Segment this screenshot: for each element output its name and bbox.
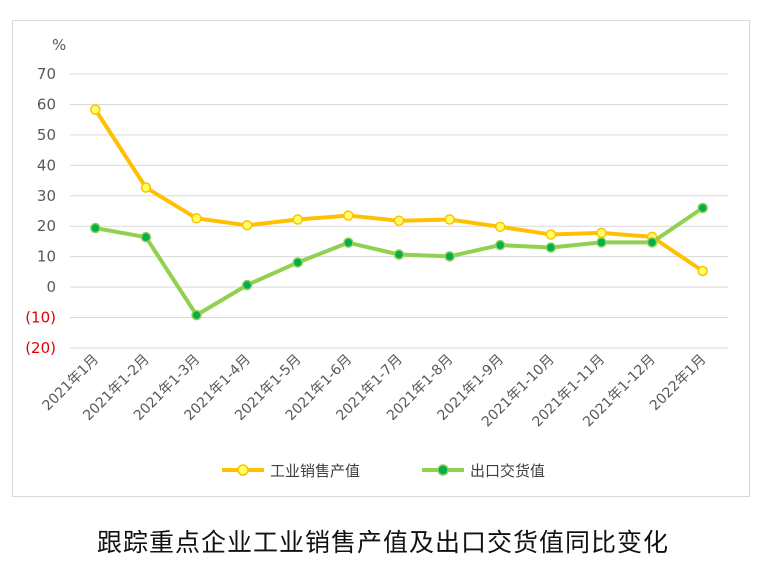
data-point [494, 221, 506, 233]
data-point [343, 237, 354, 248]
y-tick-label: 30 [37, 187, 56, 205]
y-tick-label: 50 [37, 126, 56, 144]
data-point [241, 279, 253, 291]
data-point [292, 257, 304, 268]
chart-caption: 跟踪重点企业工业销售产值及出口交货值同比变化 [96, 528, 669, 557]
data-point [393, 215, 405, 226]
data-point [292, 214, 304, 225]
data-point [444, 251, 455, 262]
data-point [343, 210, 354, 221]
series-2 [90, 202, 708, 321]
legend-label: 工业销售产值 [270, 462, 360, 480]
data-point [494, 239, 506, 251]
data-point [596, 227, 607, 239]
legend-marker [237, 464, 249, 476]
series-1 [90, 104, 708, 277]
legend-label: 出口交货值 [470, 462, 545, 480]
data-point [545, 242, 557, 253]
data-point [191, 213, 202, 224]
data-point [140, 182, 152, 193]
y-tick-label: 0 [46, 278, 56, 296]
y-tick-label: (20) [25, 339, 56, 357]
data-point [444, 214, 455, 225]
data-point [697, 265, 708, 277]
x-axis: 2021年1月2021年1-2月2021年1-3月2021年1-4月2021年1… [40, 352, 710, 431]
y-tick-label: 40 [37, 156, 56, 174]
y-tick-label: 20 [37, 217, 56, 235]
data-point [596, 237, 607, 248]
y-tick-label: 60 [37, 95, 56, 113]
y-tick-label: 10 [37, 248, 56, 266]
chart-frame [12, 20, 750, 497]
data-point [241, 220, 253, 231]
data-point [697, 202, 708, 214]
y-axis: 70 60 50 40 30 20 10 0 (10) (20) [25, 65, 56, 357]
y-tick-label: 70 [37, 65, 56, 83]
legend-item: 出口交货值 [422, 462, 545, 480]
series [90, 104, 708, 321]
data-point [393, 249, 405, 260]
legend: 工业销售产值 出口交货值 [222, 462, 545, 480]
series-line [93, 107, 705, 273]
legend-item: 工业销售产值 [222, 462, 360, 480]
data-point [90, 222, 101, 234]
legend-marker [437, 464, 449, 476]
data-point [140, 231, 152, 243]
data-point [191, 309, 202, 321]
data-point [545, 229, 557, 240]
data-point [90, 104, 101, 115]
y-tick-label: (10) [25, 309, 56, 327]
y-unit-label: % [52, 36, 66, 54]
data-point [646, 237, 658, 248]
gridlines [70, 73, 728, 349]
